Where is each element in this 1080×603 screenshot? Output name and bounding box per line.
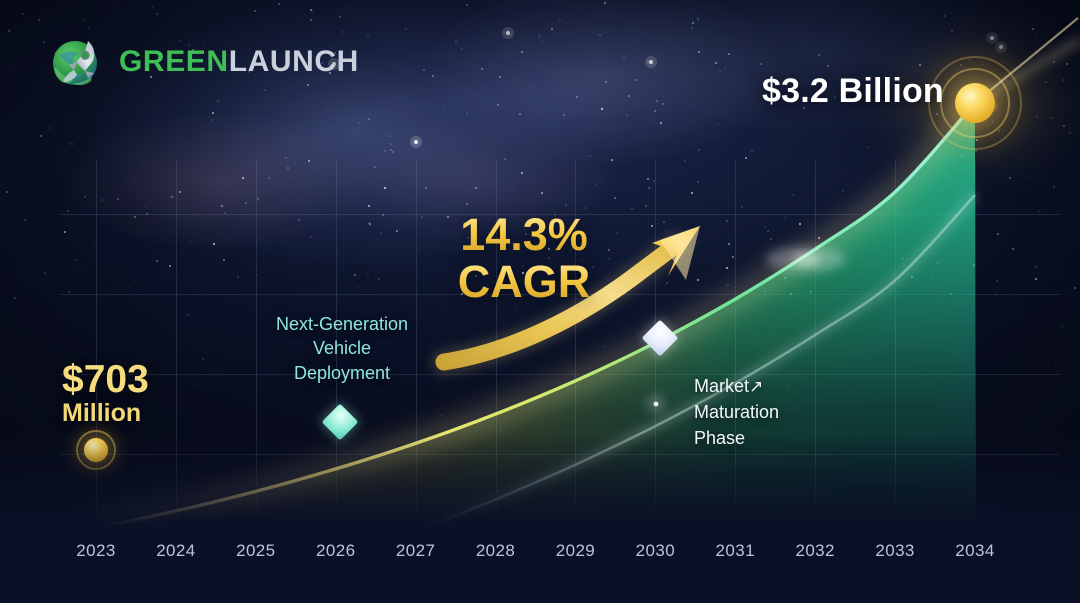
globe-rocket-icon xyxy=(48,33,106,91)
cagr-annotation: 14.3% CAGR xyxy=(444,212,604,304)
brand-name-part2: LAUNCH xyxy=(228,45,359,78)
x-axis-tick-2032: 2032 xyxy=(795,541,835,560)
up-right-arrow-icon: ↗ xyxy=(749,377,764,396)
area-fill xyxy=(96,103,975,528)
milestone-2-line-1: Market↗ xyxy=(694,374,884,400)
milestone-1-line-1: Next-Generation xyxy=(275,314,409,334)
gridline-vertical xyxy=(175,160,177,528)
x-axis-tick-2033: 2033 xyxy=(875,541,915,560)
milestone-label-market-maturation-phase: Market↗ Maturation Phase xyxy=(694,374,884,452)
start-value-amount: $703 xyxy=(62,358,149,401)
x-axis-tick-2024: 2024 xyxy=(156,541,196,560)
endpoint-marker-2034[interactable] xyxy=(955,83,995,123)
milestone-1-line-3: Deployment xyxy=(293,362,391,383)
milestone-marker-2030[interactable] xyxy=(639,317,681,359)
end-value-label: $3.2 Billion xyxy=(762,72,944,110)
gridline-horizontal xyxy=(60,374,1060,375)
milestone-marker-2026[interactable] xyxy=(319,401,361,443)
x-axis-tick-2025: 2025 xyxy=(236,541,276,560)
cagr-word: CAGR xyxy=(444,259,604,304)
x-axis-tick-2034: 2034 xyxy=(955,541,995,560)
brand-name-part1: GREEN xyxy=(119,45,229,78)
sparkle-dot-glow xyxy=(647,395,665,413)
milestone-1-line-2: Vehicle xyxy=(312,338,372,359)
gridline-vertical xyxy=(575,160,577,528)
x-axis-labels: 2023 2024 2025 2026 2027 2028 2029 2030 2031 2032… xyxy=(0,541,1080,567)
start-value-unit: Million xyxy=(62,398,142,427)
x-axis-tick-2029: 2029 xyxy=(555,541,596,560)
x-axis-tick-2031: 2031 xyxy=(715,541,755,560)
x-axis-tick-2027: 2027 xyxy=(395,541,436,560)
gridline-horizontal xyxy=(60,294,1060,295)
milestone-2-line-3: Phase xyxy=(694,427,746,448)
brand-name: GREENLAUNCH xyxy=(119,47,359,77)
gridline-horizontal xyxy=(60,214,1060,215)
milestone-2-line-2: Maturation xyxy=(694,401,780,422)
x-axis-tick-2030: 2030 xyxy=(635,541,676,560)
cagr-percent: 14.3% xyxy=(444,212,604,257)
curve-sparkle-core xyxy=(793,254,819,264)
gridline-vertical xyxy=(255,160,257,528)
x-axis-tick-2023: 2023 xyxy=(76,541,116,560)
bottom-fade xyxy=(0,433,1080,603)
gridline-vertical xyxy=(415,160,417,528)
milestone-2-line-1-text: Market xyxy=(694,376,750,396)
cagr-arrow-icon xyxy=(431,226,700,375)
gridline-vertical xyxy=(96,160,97,528)
start-value-label: $703 Million xyxy=(62,360,149,426)
gridline-vertical xyxy=(335,160,337,528)
brand-logo[interactable]: GREENLAUNCH xyxy=(48,33,359,91)
x-axis-tick-2028: 2028 xyxy=(475,541,516,560)
endpoint-streak-glow xyxy=(972,36,1080,107)
x-axis-tick-2026: 2026 xyxy=(316,541,356,560)
gridline-vertical xyxy=(975,160,976,528)
milestone-label-next-gen-vehicle-deployment: Next-Generation Vehicle Deployment xyxy=(252,312,432,385)
